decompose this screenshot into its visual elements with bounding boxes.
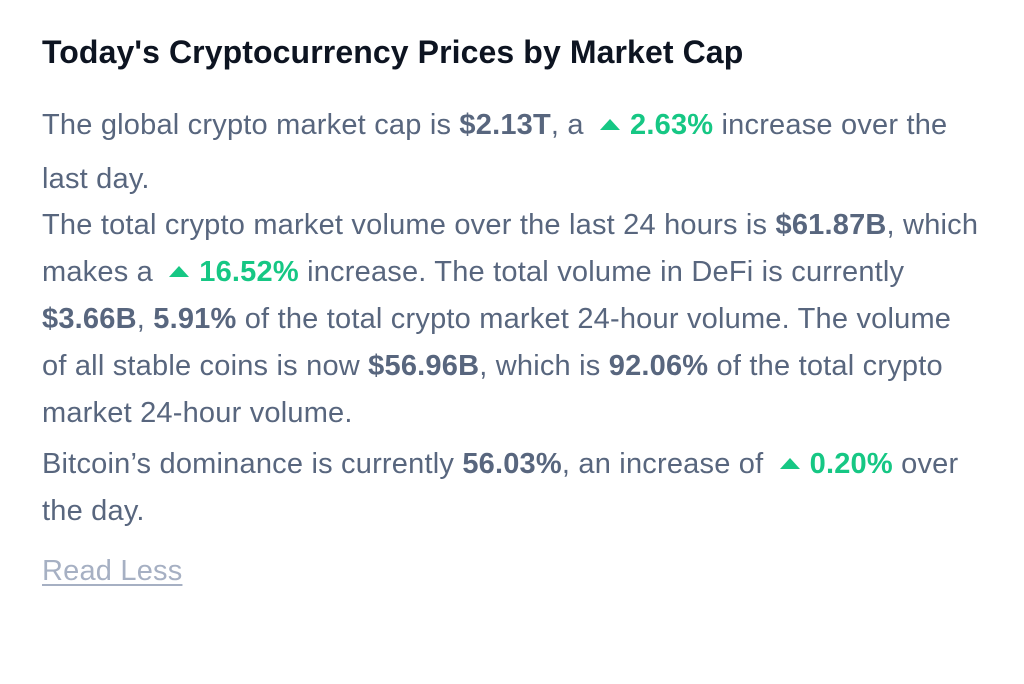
dominance-change: 0.20%	[772, 448, 893, 480]
dominance-change-value: 0.20%	[809, 448, 893, 480]
page-title: Today's Cryptocurrency Prices by Market …	[42, 34, 744, 70]
text: , which makes a	[42, 209, 979, 288]
text: of the total crypto market 24-hour volum…	[42, 350, 943, 429]
text: The global crypto market cap is	[42, 109, 460, 141]
caret-up-icon	[600, 119, 621, 130]
text: , a	[550, 109, 584, 141]
text: ,	[136, 303, 154, 335]
defi-volume-value: $3.66B	[42, 303, 137, 335]
volume-change: 16.52%	[161, 256, 299, 288]
text: Bitcoin’s dominance is currently	[42, 448, 463, 480]
market-summary: Today's Cryptocurrency Prices by Market …	[42, 28, 982, 591]
text: , an increase of	[561, 448, 764, 480]
market-cap-change-value: 2.63%	[630, 109, 714, 141]
btc-dominance-value: 56.03%	[462, 448, 562, 480]
market-cap-value: $2.13T	[459, 109, 551, 141]
caret-up-icon	[169, 266, 190, 277]
text: , which is	[479, 350, 609, 382]
stablecoin-share-value: 92.06%	[608, 350, 709, 382]
stablecoin-volume-value: $56.96B	[368, 350, 480, 382]
market-cap-paragraph: The global crypto market cap is $2.13T, …	[42, 98, 982, 206]
volume-value: $61.87B	[775, 209, 887, 241]
read-less-link[interactable]: Read Less	[42, 555, 183, 587]
defi-share-value: 5.91%	[153, 303, 237, 335]
text: of the total crypto market 24-hour volum…	[42, 303, 952, 382]
text: The total crypto market volume over the …	[42, 209, 776, 241]
caret-up-icon	[779, 458, 800, 469]
dominance-paragraph: Bitcoin’s dominance is currently 56.03%,…	[42, 441, 982, 535]
volume-change-value: 16.52%	[199, 256, 299, 288]
market-cap-change: 2.63%	[592, 109, 713, 141]
text: increase. The total volume in DeFi is cu…	[298, 256, 905, 288]
text: increase over the last day.	[42, 109, 948, 195]
text: over the day.	[42, 448, 959, 527]
volume-paragraph: The total crypto market volume over the …	[42, 202, 982, 437]
